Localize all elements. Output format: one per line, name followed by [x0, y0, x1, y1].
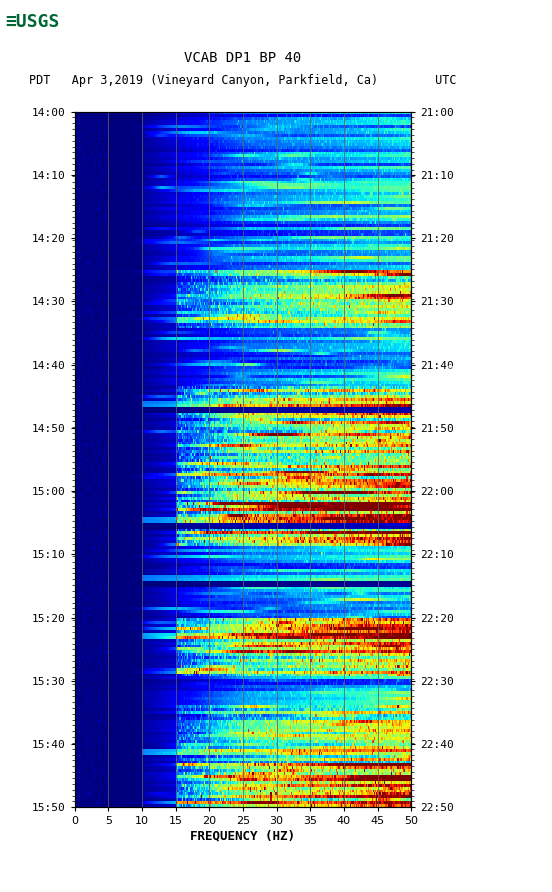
Text: PDT   Apr 3,2019 (Vineyard Canyon, Parkfield, Ca)        UTC: PDT Apr 3,2019 (Vineyard Canyon, Parkfie… [29, 74, 457, 87]
X-axis label: FREQUENCY (HZ): FREQUENCY (HZ) [190, 829, 295, 842]
Text: ≡USGS: ≡USGS [6, 13, 60, 31]
Text: VCAB DP1 BP 40: VCAB DP1 BP 40 [184, 51, 301, 65]
